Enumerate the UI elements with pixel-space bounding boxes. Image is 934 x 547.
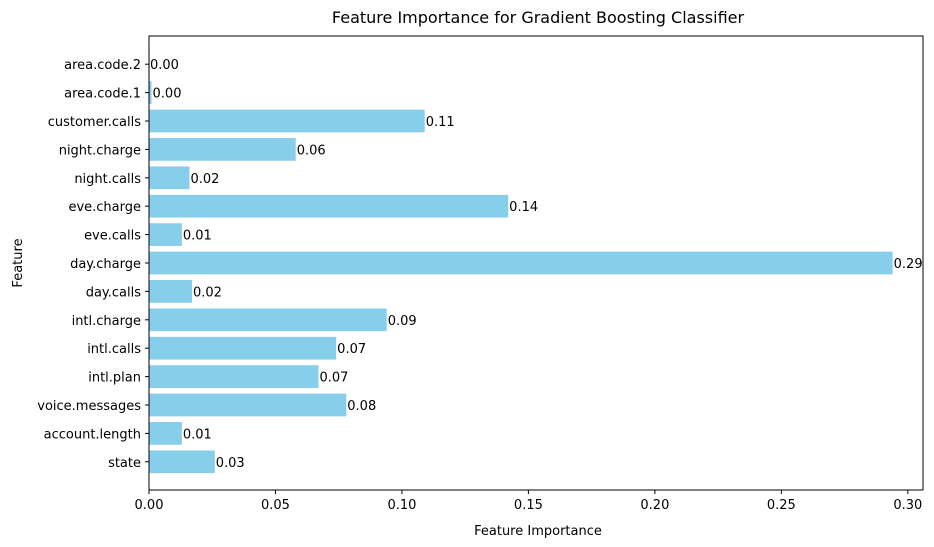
bar-intl-plan: [149, 365, 319, 388]
bar-intl-charge: [149, 308, 387, 332]
bar-night-charge: [149, 138, 296, 161]
y-tick-label-intl-plan: intl.plan: [88, 371, 141, 386]
chart-title: Feature Importance for Gradient Boosting…: [332, 8, 745, 27]
bar-customer-calls: [149, 109, 425, 133]
y-tick-label-eve-charge: eve.charge: [68, 200, 141, 215]
y-tick-label-day-charge: day.charge: [70, 257, 141, 272]
bar-night-calls: [149, 166, 190, 190]
data-label-intl-plan: 0.07: [319, 371, 348, 386]
bar-eve-calls: [149, 223, 182, 246]
x-tick-label: 0.30: [893, 498, 922, 513]
bar-voice-messages: [149, 393, 347, 417]
data-label-night-calls: 0.02: [190, 172, 219, 187]
y-tick-label-night-calls: night.calls: [74, 172, 141, 187]
y-tick-label-intl-calls: intl.calls: [87, 342, 141, 357]
bar-state: [149, 450, 215, 474]
data-label-intl-calls: 0.07: [337, 342, 366, 357]
data-label-account-length: 0.01: [183, 427, 212, 442]
y-tick-label-area-code-2: area.code.2: [64, 58, 141, 73]
y-tick-label-eve-calls: eve.calls: [84, 229, 141, 244]
data-label-day-charge: 0.29: [894, 257, 923, 272]
y-tick-label-customer-calls: customer.calls: [48, 115, 141, 130]
data-label-eve-calls: 0.01: [183, 229, 212, 244]
bar-account-length: [149, 422, 182, 445]
x-tick-label: 0.05: [261, 498, 290, 513]
data-label-voice-messages: 0.08: [347, 399, 376, 414]
data-label-area-code-1: 0.00: [153, 87, 182, 102]
bar-eve-charge: [149, 194, 509, 218]
y-tick-label-state: state: [108, 456, 141, 471]
bar-day-charge: [149, 251, 893, 275]
y-tick-label-account-length: account.length: [44, 427, 141, 442]
bar-area-code-1: [149, 81, 152, 104]
x-tick-label: 0.00: [135, 498, 164, 513]
y-tick-label-intl-charge: intl.charge: [72, 314, 141, 329]
x-tick-label: 0.15: [514, 498, 543, 513]
bar-day-calls: [149, 280, 192, 303]
x-axis-title: Feature Importance: [474, 524, 602, 539]
plot-area: 0.03 0.01 0.08 0.07 0.07 0.09 0.02 0.29 0.01 0.14…: [37, 35, 924, 513]
y-tick-label-night-charge: night.charge: [59, 143, 141, 158]
data-label-day-calls: 0.02: [193, 285, 222, 300]
bar-intl-calls: [149, 336, 337, 360]
data-label-night-charge: 0.06: [297, 143, 326, 158]
data-label-state: 0.03: [216, 456, 245, 471]
data-label-eve-charge: 0.14: [509, 200, 538, 215]
y-tick-label-voice-messages: voice.messages: [37, 399, 141, 414]
data-label-intl-charge: 0.09: [388, 314, 417, 329]
data-label-customer-calls: 0.11: [426, 115, 455, 130]
y-tick-label-area-code-1: area.code.1: [64, 87, 141, 102]
data-label-area-code-2: 0.00: [150, 58, 179, 73]
x-tick-label: 0.25: [767, 498, 796, 513]
x-tick-label: 0.10: [387, 498, 416, 513]
y-tick-label-day-calls: day.calls: [86, 285, 142, 300]
x-tick-label: 0.20: [640, 498, 669, 513]
y-axis-title: Feature: [11, 238, 26, 287]
